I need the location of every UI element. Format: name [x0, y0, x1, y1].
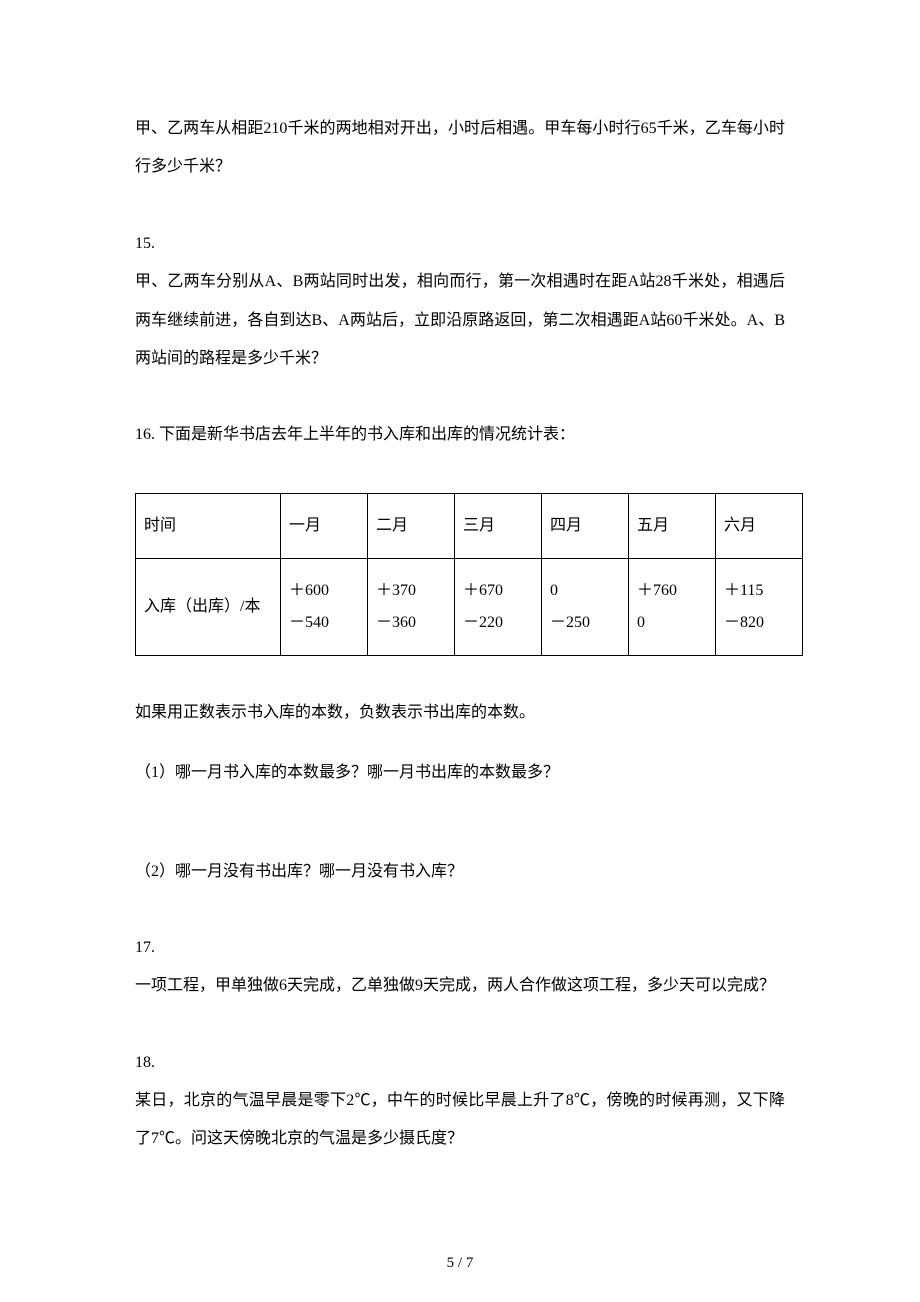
cell-month-5: ＋760 0	[629, 558, 716, 655]
question-16-intro: 16. 下面是新华书店去年上半年的书入库和出库的情况统计表：	[135, 416, 785, 454]
header-time: 时间	[136, 493, 281, 558]
cell-value: －360	[376, 607, 446, 639]
cell-month-3: ＋670 －220	[455, 558, 542, 655]
question-16-intro-text: 下面是新华书店去年上半年的书入库和出库的情况统计表：	[159, 426, 575, 443]
cell-value: －820	[724, 607, 794, 639]
table-header-row: 时间 一月 二月 三月 四月 五月 六月	[136, 493, 803, 558]
question-17: 17. 一项工程，甲单独做6天完成，乙单独做9天完成，两人合作做这项工程，多少天…	[135, 929, 785, 1006]
question-15-number: 15.	[135, 235, 155, 252]
question-16-note: 如果用正数表示书入库的本数，负数表示书出库的本数。	[135, 694, 785, 732]
question-16-sub1: （1）哪一月书入库的本数最多？哪一月书出库的本数最多？	[135, 754, 785, 792]
question-18-number: 18.	[135, 1054, 155, 1071]
cell-month-6: ＋115 －820	[716, 558, 803, 655]
question-16-sub2: （2）哪一月没有书出库？哪一月没有书入库？	[135, 853, 785, 891]
cell-value: ＋760	[637, 575, 707, 607]
header-month-5: 五月	[629, 493, 716, 558]
cell-month-1: ＋600 －540	[281, 558, 368, 655]
cell-value: －250	[550, 607, 620, 639]
cell-value: －540	[289, 607, 359, 639]
question-18-text: 某日，北京的气温早晨是零下2℃，中午的时候比早晨上升了8℃，傍晚的时候再测，又下…	[135, 1092, 785, 1147]
cell-value: 0	[550, 575, 620, 607]
header-month-6: 六月	[716, 493, 803, 558]
cell-value: 0	[637, 607, 707, 639]
question-17-number: 17.	[135, 939, 155, 956]
question-17-text: 一项工程，甲单独做6天完成，乙单独做9天完成，两人合作做这项工程，多少天可以完成…	[135, 977, 775, 994]
page-footer: 5 / 7	[0, 1255, 920, 1272]
cell-month-4: 0 －250	[542, 558, 629, 655]
header-month-1: 一月	[281, 493, 368, 558]
cell-value: －220	[463, 607, 533, 639]
table-data-row: 入库（出库）/本 ＋600 －540 ＋370 －360 ＋670 －220 0…	[136, 558, 803, 655]
cell-value: ＋670	[463, 575, 533, 607]
header-month-2: 二月	[368, 493, 455, 558]
inventory-table: 时间 一月 二月 三月 四月 五月 六月 入库（出库）/本 ＋600 －540 …	[135, 493, 803, 656]
header-month-3: 三月	[455, 493, 542, 558]
row-label: 入库（出库）/本	[136, 558, 281, 655]
cell-month-2: ＋370 －360	[368, 558, 455, 655]
question-16-number: 16.	[135, 426, 155, 443]
cell-value: ＋370	[376, 575, 446, 607]
header-month-4: 四月	[542, 493, 629, 558]
cell-value: ＋600	[289, 575, 359, 607]
question-15-text: 甲、乙两车分别从A、B两站同时出发，相向而行，第一次相遇时在距A站28千米处，相…	[135, 273, 785, 367]
question-18: 18. 某日，北京的气温早晨是零下2℃，中午的时候比早晨上升了8℃，傍晚的时候再…	[135, 1044, 785, 1159]
cell-value: ＋115	[724, 575, 794, 607]
question-15: 15. 甲、乙两车分别从A、B两站同时出发，相向而行，第一次相遇时在距A站28千…	[135, 225, 785, 379]
question-14-text: 甲、乙两车从相距210千米的两地相对开出，小时后相遇。甲车每小时行65千米，乙车…	[135, 110, 785, 187]
